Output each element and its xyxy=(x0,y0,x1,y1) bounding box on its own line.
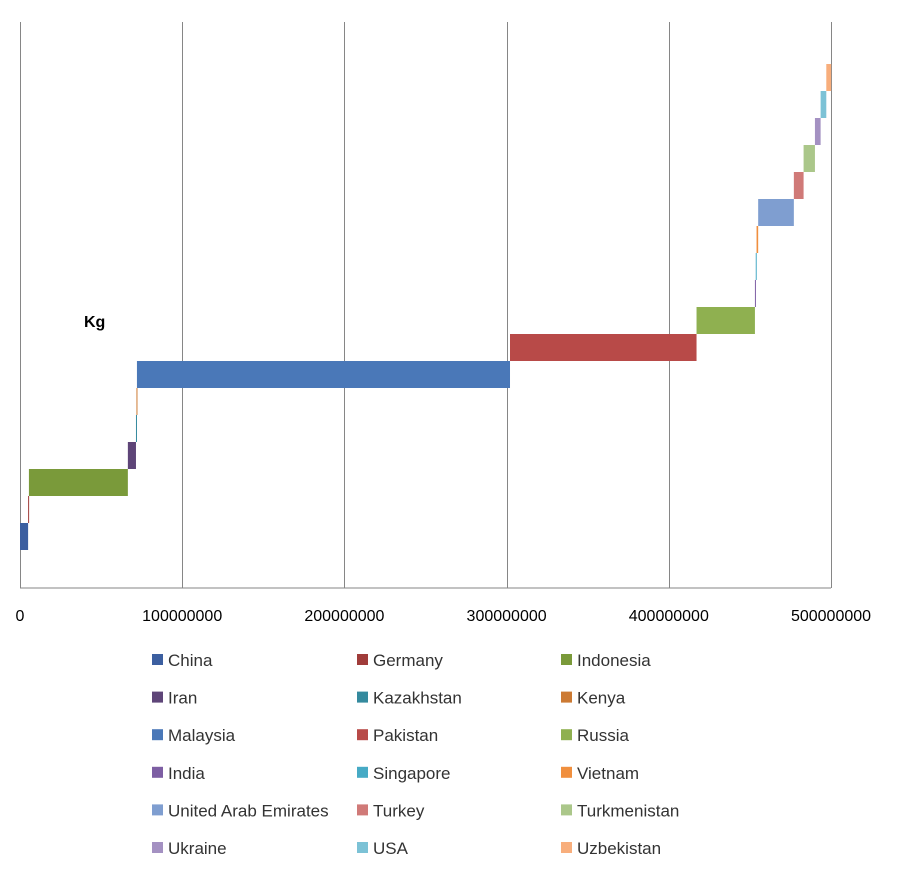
grid-lines xyxy=(20,22,832,588)
bar-turkey xyxy=(793,172,804,199)
bar-singapore xyxy=(755,253,757,280)
bar-pakistan xyxy=(510,334,697,361)
legend-label-vietnam: Vietnam xyxy=(577,764,639,783)
legend-swatch-germany xyxy=(357,654,368,665)
x-tick-label: 400000000 xyxy=(629,608,709,625)
legend-swatch-singapore xyxy=(357,766,368,778)
bars xyxy=(20,64,832,550)
x-tick-label: 0 xyxy=(16,608,25,625)
legend-swatch-usa xyxy=(357,842,368,853)
legend-swatch-russia xyxy=(561,729,572,741)
x-tick-label: 100000000 xyxy=(142,608,222,625)
bar-vietnam xyxy=(756,226,759,253)
legend-label-kenya: Kenya xyxy=(577,689,626,708)
bar-kenya xyxy=(136,388,138,415)
legend-label-kazakhstan: Kazakhstan xyxy=(373,689,462,708)
legend-label-china: China xyxy=(168,651,213,670)
bar-germany xyxy=(28,496,30,523)
bar-ukraine xyxy=(814,118,821,145)
bar-indonesia xyxy=(28,469,128,496)
x-tick-label: 200000000 xyxy=(304,608,384,625)
legend-label-indonesia: Indonesia xyxy=(577,651,651,670)
bar-china xyxy=(20,523,29,550)
bar-russia xyxy=(696,307,755,334)
bar-india xyxy=(754,280,756,307)
legend-label-india: India xyxy=(168,764,205,783)
legend-label-uzbekistan: Uzbekistan xyxy=(577,839,661,858)
unit-annotation: Kg xyxy=(84,314,105,331)
legend-swatch-uzbekistan xyxy=(561,842,572,853)
legend-swatch-kazakhstan xyxy=(357,691,368,703)
legend-label-russia: Russia xyxy=(577,726,630,745)
legend-label-ukraine: Ukraine xyxy=(168,839,227,858)
legend-swatch-ukraine xyxy=(152,842,163,853)
legend-swatch-india xyxy=(152,766,163,778)
legend-swatch-vietnam xyxy=(561,766,572,778)
legend-swatch-china xyxy=(152,654,163,665)
bar-turkmenistan xyxy=(803,145,815,172)
bar-usa xyxy=(820,91,827,118)
legend-label-pakistan: Pakistan xyxy=(373,726,438,745)
legend: China Germany Indonesia Iran Kazakhstan Kenya… xyxy=(152,651,679,858)
legend-swatch-iran xyxy=(152,691,163,703)
legend-label-usa: USA xyxy=(373,839,409,858)
legend-label-turkey: Turkey xyxy=(373,801,425,820)
legend-swatch-kenya xyxy=(561,691,572,703)
bar-kazakhstan xyxy=(135,415,137,442)
legend-swatch-united-arab-emirates xyxy=(152,804,163,816)
legend-swatch-pakistan xyxy=(357,729,368,741)
bar-united-arab-emirates xyxy=(758,199,794,226)
bar-iran xyxy=(127,442,136,469)
legend-label-germany: Germany xyxy=(373,651,443,670)
x-tick-label: 300000000 xyxy=(467,608,547,625)
bar-malaysia xyxy=(136,361,511,388)
legend-label-iran: Iran xyxy=(168,689,197,708)
x-tick-labels: 0 100000000 200000000 300000000 400000000 500… xyxy=(16,608,872,625)
legend-label-singapore: Singapore xyxy=(373,764,451,783)
legend-label-turkmenistan: Turkmenistan xyxy=(577,801,679,820)
legend-swatch-indonesia xyxy=(561,654,572,665)
x-tick-label: 500000000 xyxy=(791,608,871,625)
bar-uzbekistan xyxy=(826,64,832,91)
legend-swatch-malaysia xyxy=(152,729,163,741)
legend-swatch-turkey xyxy=(357,804,368,816)
legend-label-malaysia: Malaysia xyxy=(168,726,236,745)
legend-swatch-turkmenistan xyxy=(561,804,572,816)
legend-label-united-arab-emirates: United Arab Emirates xyxy=(168,801,329,820)
